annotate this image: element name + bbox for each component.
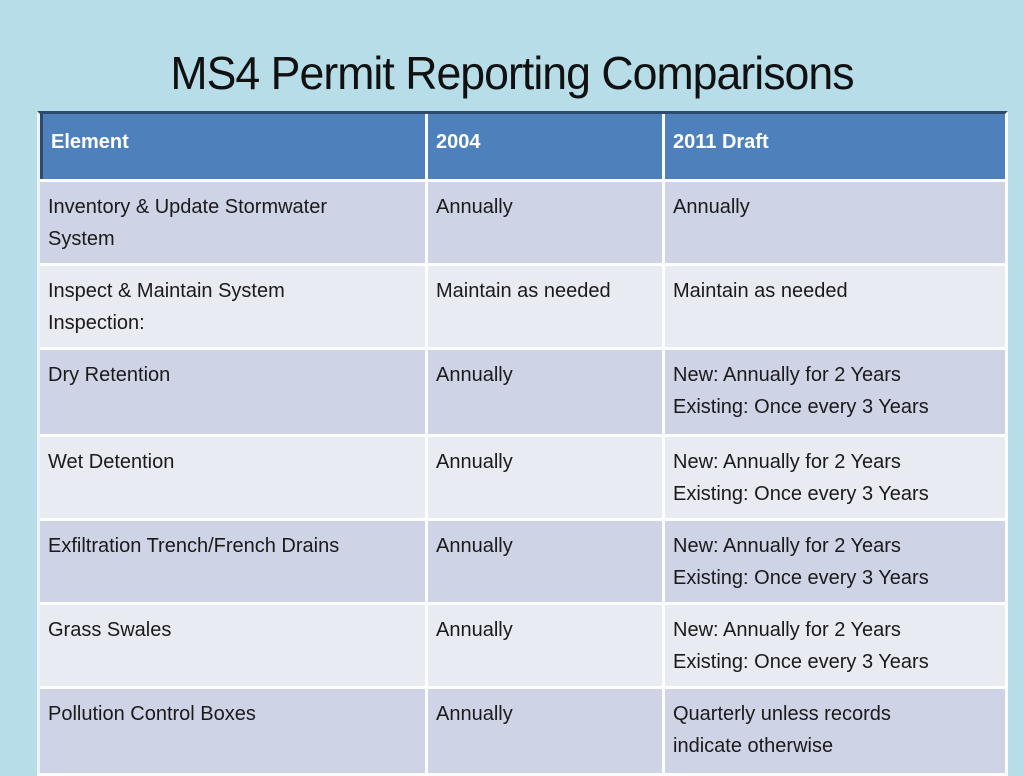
cell-2011-draft: New: Annually for 2 Years Existing: Once… [665,350,1005,434]
cell-line: Wet Detention [48,451,175,473]
cell-2011-draft: New: Annually for 2 Years Existing: Once… [665,521,1005,602]
table-row-inventory-update: Inventory & Update Stormwater System Ann… [40,182,1005,266]
header-cell-2004: 2004 [428,114,665,179]
table-row-grass-swales: Grass Swales Annually New: Annually for … [40,605,1005,689]
cell-line: Annually [673,196,750,218]
cell-line: Inventory & Update Stormwater [48,196,328,218]
comparison-table: Element 2004 2011 Draft Inventory & Upda… [37,111,1008,776]
cell-2004: Annually [428,605,665,686]
cell-2004: Annually [428,689,665,773]
cell-line: Pollution Control Boxes [48,703,256,725]
cell-line: indicate otherwise [673,735,834,757]
cell-2004: Annually [428,182,665,263]
cell-2004: Annually [428,437,665,518]
cell-line: Quarterly unless records [673,703,891,725]
cell-line: Annually [436,535,513,557]
cell-line: Existing: Once every 3 Years [673,483,929,505]
header-label: Element [51,131,129,153]
cell-element: Wet Detention [40,437,428,518]
cell-line: Annually [436,703,513,725]
cell-line: Existing: Once every 3 Years [673,567,929,589]
cell-line: Maintain as needed [673,280,848,302]
cell-2011-draft: Maintain as needed [665,266,1005,347]
cell-2011-draft: Quarterly unless records indicate otherw… [665,689,1005,773]
cell-element: Grass Swales [40,605,428,686]
cell-line: Existing: Once every 3 Years [673,651,929,673]
cell-line: Inspect & Maintain System [48,280,285,302]
cell-line: Annually [436,196,513,218]
cell-line: Dry Retention [48,364,171,386]
cell-2004: Maintain as needed [428,266,665,347]
cell-line: New: Annually for 2 Years [673,451,901,473]
table-row-exfiltration-trench: Exfiltration Trench/French Drains Annual… [40,521,1005,605]
cell-line: System [48,228,115,250]
table-row-wet-detention: Wet Detention Annually New: Annually for… [40,437,1005,521]
cell-line: New: Annually for 2 Years [673,364,901,386]
cell-line: Annually [436,619,513,641]
cell-element: Pollution Control Boxes [40,689,428,773]
cell-line: Inspection: [48,312,145,334]
header-cell-element: Element [40,114,428,179]
cell-line: Grass Swales [48,619,172,641]
slide-title: MS4 Permit Reporting Comparisons [170,47,854,99]
table-row-pollution-control-boxes: Pollution Control Boxes Annually Quarter… [40,689,1005,773]
table-row-inspect-maintain: Inspect & Maintain System Inspection: Ma… [40,266,1005,350]
cell-2011-draft: New: Annually for 2 Years Existing: Once… [665,437,1005,518]
cell-line: Annually [436,364,513,386]
cell-line: Exfiltration Trench/French Drains [48,535,340,557]
header-label: 2004 [436,131,481,153]
cell-element: Inspect & Maintain System Inspection: [40,266,428,347]
table-header-row: Element 2004 2011 Draft [40,114,1005,182]
cell-element: Exfiltration Trench/French Drains [40,521,428,602]
header-label: 2011 Draft [673,131,769,153]
cell-2004: Annually [428,521,665,602]
cell-element: Inventory & Update Stormwater System [40,182,428,263]
cell-line: New: Annually for 2 Years [673,619,901,641]
cell-line: Annually [436,451,513,473]
cell-2011-draft: Annually [665,182,1005,263]
header-cell-2011-draft: 2011 Draft [665,114,1005,179]
cell-2004: Annually [428,350,665,434]
cell-2011-draft: New: Annually for 2 Years Existing: Once… [665,605,1005,686]
table-row-dry-retention: Dry Retention Annually New: Annually for… [40,350,1005,437]
cell-line: Existing: Once every 3 Years [673,396,929,418]
cell-line: New: Annually for 2 Years [673,535,901,557]
cell-line: Maintain as needed [436,280,611,302]
cell-element: Dry Retention [40,350,428,434]
